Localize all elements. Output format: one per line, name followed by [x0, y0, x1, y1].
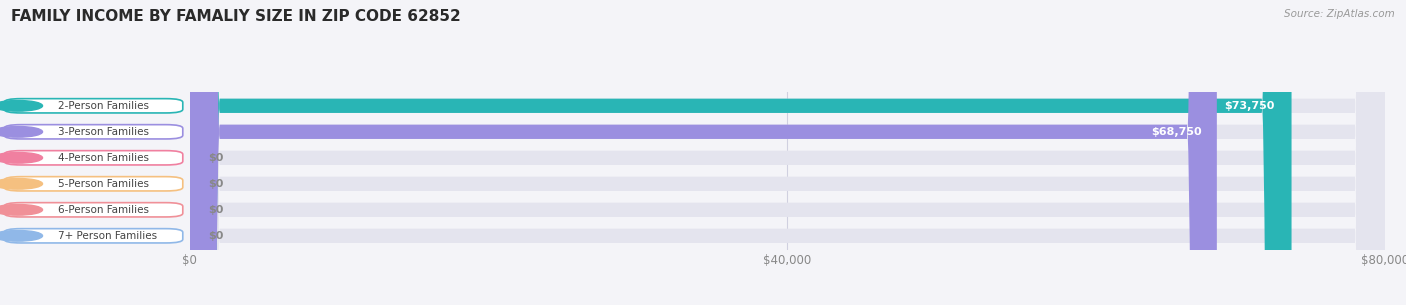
FancyBboxPatch shape: [190, 0, 1385, 305]
Text: 6-Person Families: 6-Person Families: [58, 205, 149, 215]
Text: $0: $0: [208, 179, 224, 189]
Text: 7+ Person Families: 7+ Person Families: [58, 231, 157, 241]
Text: $73,750: $73,750: [1225, 101, 1275, 111]
FancyBboxPatch shape: [190, 0, 1385, 305]
Circle shape: [0, 231, 42, 241]
FancyBboxPatch shape: [190, 0, 1292, 305]
Text: $0: $0: [208, 231, 224, 241]
Text: 5-Person Families: 5-Person Families: [58, 179, 149, 189]
FancyBboxPatch shape: [190, 0, 1385, 305]
Circle shape: [0, 127, 42, 137]
Text: Source: ZipAtlas.com: Source: ZipAtlas.com: [1284, 9, 1395, 19]
Text: $68,750: $68,750: [1152, 127, 1202, 137]
FancyBboxPatch shape: [4, 99, 183, 113]
Text: $0: $0: [208, 153, 224, 163]
FancyBboxPatch shape: [4, 125, 183, 139]
FancyBboxPatch shape: [4, 177, 183, 191]
Text: $0: $0: [208, 205, 224, 215]
FancyBboxPatch shape: [4, 229, 183, 243]
FancyBboxPatch shape: [190, 0, 1385, 305]
Circle shape: [0, 152, 42, 163]
FancyBboxPatch shape: [190, 0, 1385, 305]
FancyBboxPatch shape: [190, 0, 1216, 305]
FancyBboxPatch shape: [190, 0, 1385, 305]
Circle shape: [0, 178, 42, 189]
Text: FAMILY INCOME BY FAMALIY SIZE IN ZIP CODE 62852: FAMILY INCOME BY FAMALIY SIZE IN ZIP COD…: [11, 9, 461, 24]
FancyBboxPatch shape: [4, 203, 183, 217]
Text: 4-Person Families: 4-Person Families: [58, 153, 149, 163]
FancyBboxPatch shape: [4, 151, 183, 165]
Circle shape: [0, 204, 42, 215]
Circle shape: [0, 100, 42, 111]
Text: 2-Person Families: 2-Person Families: [58, 101, 149, 111]
Text: 3-Person Families: 3-Person Families: [58, 127, 149, 137]
